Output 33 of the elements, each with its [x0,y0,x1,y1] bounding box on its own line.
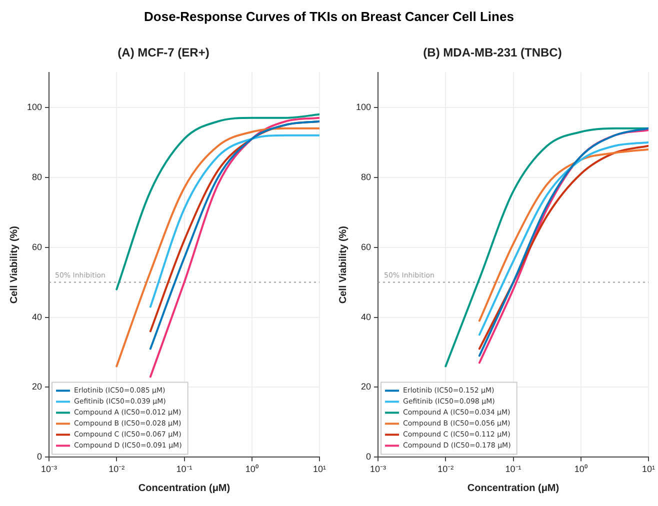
y-tick-label: 80 [32,172,42,182]
x-tick-label: 10⁻² [438,464,454,474]
y-axis-title: Cell Viability (%) [8,226,20,304]
x-tick-label: 10¹ [642,464,656,474]
chart-subtitle: (A) MCF-7 (ER+) [118,46,210,60]
y-tick-label: 60 [361,242,372,252]
y-tick-label: 20 [32,382,42,392]
y-tick-label: 60 [32,242,42,252]
x-tick-label: 10⁻³ [370,464,386,474]
y-tick-label: 0 [366,452,372,462]
x-tick-label: 10¹ [312,464,326,474]
chart-title: Dose-Response Curves of TKIs on Breast Cancer Cell Lines [143,8,515,26]
line-series [149,134,320,308]
x-tick-label: 10⁻² [108,464,125,474]
line-series [116,127,320,368]
y-tick-label: 20 [361,382,372,392]
y-tick-label: 100 [26,102,42,112]
y-tick-label: 100 [356,102,372,112]
y-tick-label: 0 [37,452,42,462]
x-tick-label: 10⁰ [574,464,588,474]
x-tick-label: 10⁰ [245,464,258,474]
line-series [116,113,320,290]
x-tick-label: 10⁻³ [41,464,58,474]
y-tick-label: 80 [361,172,372,182]
y-axis-title: Cell Viability (%) [338,226,349,304]
x-axis-title: Concentration (μM) [467,482,560,494]
y-tick-label: 40 [361,312,372,322]
x-axis-title: Concentration (μM) [138,482,230,494]
y-tick-label: 40 [32,312,42,322]
x-tick-label: 10⁻¹ [176,464,192,474]
x-tick-label: 10⁻¹ [505,464,522,474]
chart-subtitle: (B) MDA-MB-231 (TNBC) [423,46,562,60]
line-series [444,127,648,368]
